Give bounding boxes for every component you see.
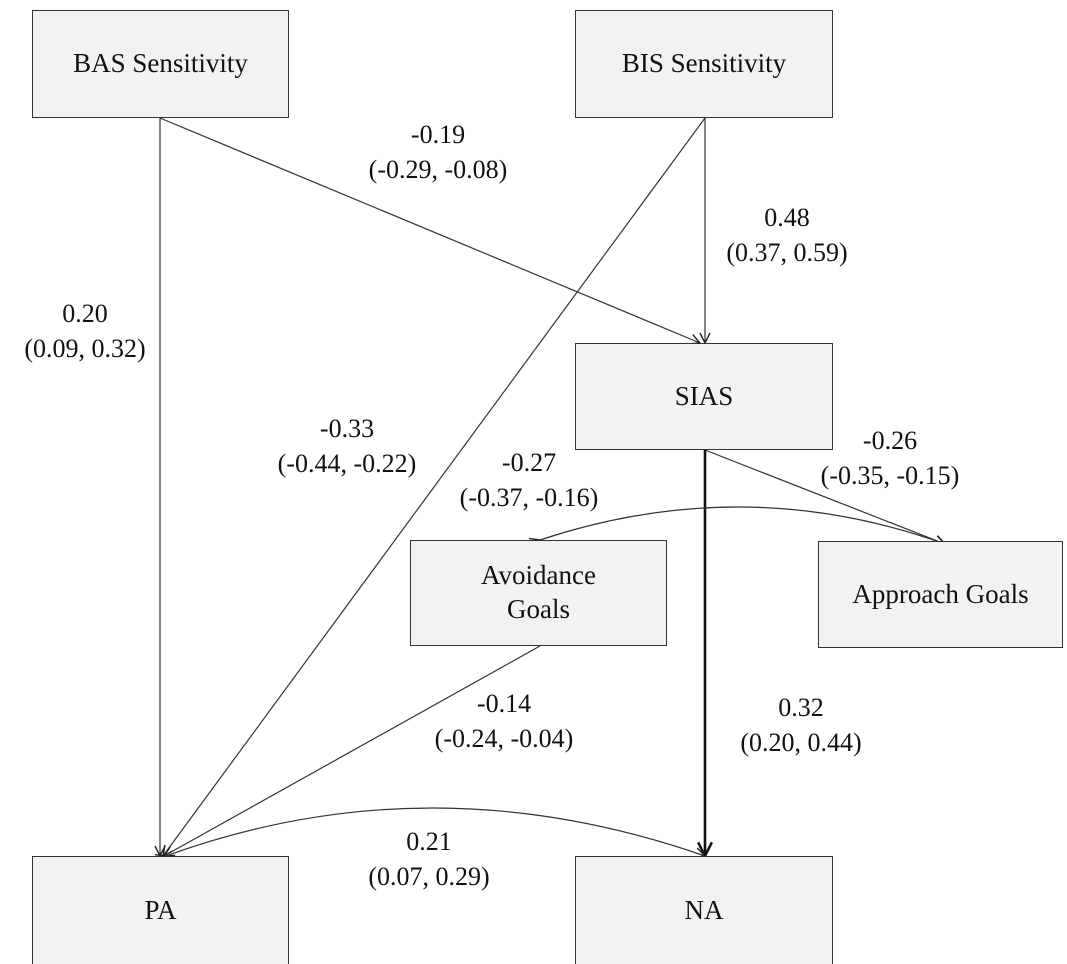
node-approach-goals: Approach Goals	[818, 541, 1063, 648]
label-sias-approach: -0.26 (-0.35, -0.15)	[821, 423, 960, 493]
ci: (-0.37, -0.16)	[459, 483, 599, 513]
coef: 0.48	[764, 203, 810, 232]
covariance-pa-na	[166, 807, 705, 856]
coef: 0.20	[62, 299, 108, 328]
ci: (-0.29, -0.08)	[368, 155, 508, 185]
ci: (-0.35, -0.15)	[820, 461, 960, 491]
coef: -0.33	[319, 414, 375, 443]
label-sias-avoidance: -0.27 (-0.37, -0.16)	[460, 445, 599, 515]
node-bas-sensitivity: BAS Sensitivity	[32, 10, 289, 118]
arrow-avoidance-pa	[164, 645, 541, 856]
arrow-sias-approach	[704, 449, 945, 544]
coef: -0.27	[501, 448, 557, 477]
ci: (0.07, 0.29)	[368, 862, 490, 892]
coef: -0.26	[862, 426, 918, 455]
ci: (-0.24, -0.04)	[434, 724, 574, 754]
covariance-avoidance-approach	[540, 506, 945, 544]
node-na: NA	[575, 856, 833, 964]
ci: (0.37, 0.59)	[726, 238, 848, 268]
node-avoidance-goals: Avoidance Goals	[410, 540, 667, 646]
node-pa: PA	[32, 856, 289, 964]
node-bis-sensitivity: BIS Sensitivity	[575, 10, 833, 118]
label-sias-na: 0.32 (0.20, 0.44)	[740, 690, 861, 760]
ci: (0.09, 0.32)	[24, 334, 146, 364]
label-bas-sias: -0.19 (-0.29, -0.08)	[369, 117, 508, 187]
ci: (0.20, 0.44)	[740, 728, 862, 758]
ci: (-0.44, -0.22)	[277, 449, 417, 479]
label-pa-na: 0.21 (0.07, 0.29)	[368, 824, 489, 894]
coef: -0.19	[410, 120, 466, 149]
node-sias: SIAS	[575, 343, 833, 450]
label-bis-pa: -0.33 (-0.44, -0.22)	[278, 411, 417, 481]
label-bis-sias: 0.48 (0.37, 0.59)	[726, 200, 847, 270]
label-bas-pa: 0.20 (0.09, 0.32)	[24, 296, 145, 366]
coef: 0.32	[778, 693, 824, 722]
label-avoidance-pa: -0.14 (-0.24, -0.04)	[435, 686, 574, 756]
arrow-bas-sias	[159, 117, 700, 343]
arrow-bis-pa	[163, 117, 706, 856]
coef: -0.14	[476, 689, 532, 718]
coef: 0.21	[406, 827, 452, 856]
